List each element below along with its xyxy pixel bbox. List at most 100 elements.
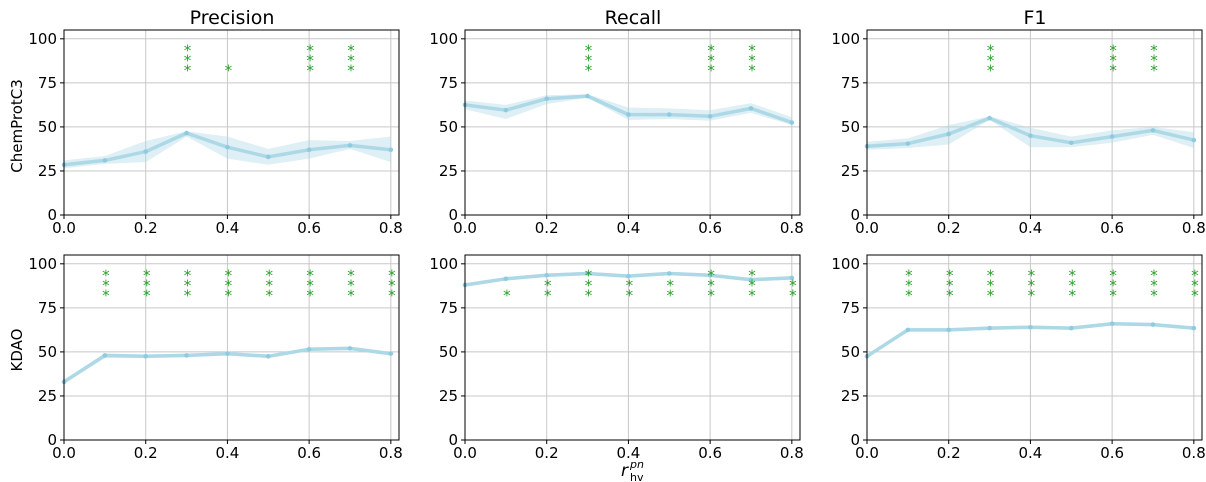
y-tick-label: 0 bbox=[448, 206, 458, 224]
significance-star: * bbox=[306, 52, 314, 70]
significance-star: * bbox=[184, 62, 192, 80]
y-tick-label: 75 bbox=[38, 299, 57, 317]
x-tick-label: 0.8 bbox=[379, 444, 403, 462]
significance-star: * bbox=[544, 277, 552, 295]
significance-star: * bbox=[987, 42, 995, 60]
data-point bbox=[1191, 137, 1197, 143]
y-tick-label: 50 bbox=[38, 343, 57, 361]
data-point bbox=[1191, 325, 1197, 331]
significance-star: * bbox=[143, 287, 151, 305]
data-point bbox=[102, 158, 108, 163]
data-point bbox=[585, 271, 590, 276]
significance-star: * bbox=[707, 267, 715, 285]
data-point bbox=[1068, 140, 1074, 146]
data-point bbox=[748, 277, 754, 282]
y-tick-label: 0 bbox=[850, 206, 860, 224]
significance-star: * bbox=[987, 52, 995, 70]
significance-star: * bbox=[1150, 52, 1158, 70]
significance-star: * bbox=[1191, 287, 1199, 305]
significance-star: * bbox=[347, 287, 355, 305]
y-tick-label: 50 bbox=[439, 343, 458, 361]
row-label-kdao: KDAO bbox=[8, 329, 26, 372]
significance-star: * bbox=[143, 267, 151, 285]
significance-star: * bbox=[905, 287, 913, 305]
y-tick-label: 100 bbox=[28, 30, 57, 48]
significance-star: * bbox=[748, 267, 756, 285]
x-axis-label-main: r bbox=[621, 461, 629, 481]
significance-star: * bbox=[707, 42, 715, 60]
significance-star: * bbox=[626, 277, 634, 295]
data-point bbox=[626, 112, 631, 117]
y-tick-label: 0 bbox=[47, 206, 57, 224]
significance-star: * bbox=[707, 287, 715, 305]
significance-star: * bbox=[585, 42, 593, 60]
significance-star: * bbox=[1109, 52, 1117, 70]
significance-star: * bbox=[1028, 267, 1036, 285]
x-tick-label: 0.0 bbox=[855, 219, 879, 237]
x-tick-label: 0.2 bbox=[535, 444, 559, 462]
y-tick-label: 100 bbox=[429, 255, 458, 273]
y-tick-label: 25 bbox=[439, 387, 458, 405]
y-tick-label: 25 bbox=[841, 162, 860, 180]
significance-star: * bbox=[667, 287, 675, 305]
y-tick-label: 100 bbox=[831, 30, 860, 48]
x-tick-label: 0.4 bbox=[616, 219, 640, 237]
x-tick-label: 0.6 bbox=[297, 219, 321, 237]
data-point bbox=[1068, 325, 1074, 331]
data-point bbox=[666, 271, 672, 276]
data-point bbox=[265, 354, 271, 359]
significance-star: * bbox=[585, 267, 593, 285]
significance-star: * bbox=[225, 62, 233, 80]
panel-kdao-recall: * *****************0.0 0.2 0.4 0.6 0.80255075… bbox=[429, 254, 804, 462]
significance-star: * bbox=[905, 277, 913, 295]
significance-star: * bbox=[347, 42, 355, 60]
x-tick-label: 0.2 bbox=[937, 219, 961, 237]
x-tick-label: 0.4 bbox=[1018, 444, 1042, 462]
significance-star: * bbox=[1069, 287, 1077, 305]
x-tick-label: 0.8 bbox=[1182, 444, 1206, 462]
x-tick-label: 0.4 bbox=[1018, 219, 1042, 237]
significance-star: * bbox=[225, 267, 233, 285]
significance-star: * bbox=[143, 277, 151, 295]
axes-frame bbox=[866, 254, 1203, 441]
significance-star: * bbox=[1191, 277, 1199, 295]
x-tick-label: 0.0 bbox=[52, 219, 76, 237]
y-tick-label: 75 bbox=[439, 299, 458, 317]
axes-frame bbox=[63, 29, 400, 216]
significance-star: * bbox=[184, 277, 192, 295]
data-point bbox=[666, 112, 672, 117]
significance-star: * bbox=[1069, 267, 1077, 285]
significance-star: * bbox=[347, 52, 355, 70]
significance-star: * bbox=[225, 287, 233, 305]
x-tick-label: 0.2 bbox=[937, 444, 961, 462]
data-point bbox=[388, 351, 394, 356]
x-tick-label: 0.0 bbox=[855, 444, 879, 462]
y-tick-label: 50 bbox=[38, 118, 57, 136]
significance-star: * bbox=[585, 287, 593, 305]
x-tick-label: 0.6 bbox=[1100, 444, 1124, 462]
x-tick-label: 0.0 bbox=[453, 219, 477, 237]
significance-star: * bbox=[225, 277, 233, 295]
y-tick-label: 100 bbox=[28, 255, 57, 273]
data-point bbox=[225, 351, 230, 356]
data-point bbox=[102, 353, 108, 358]
significance-star: * bbox=[789, 287, 797, 305]
y-tick-label: 75 bbox=[439, 74, 458, 92]
data-point bbox=[265, 154, 271, 160]
significance-star: * bbox=[102, 277, 110, 295]
data-point bbox=[143, 149, 149, 154]
column-title-precision: Precision bbox=[190, 7, 275, 29]
axes-frame bbox=[866, 29, 1203, 216]
significance-star: * bbox=[266, 267, 274, 285]
data-point bbox=[905, 327, 911, 333]
data-point bbox=[184, 130, 189, 136]
x-tick-label: 0.0 bbox=[453, 444, 477, 462]
significance-star: * bbox=[789, 277, 797, 295]
panel-kdao-precision: ************************0.0 0.2 0.4 0.6 0.80… bbox=[28, 254, 403, 462]
significance-star: * bbox=[748, 62, 756, 80]
significance-star: * bbox=[626, 287, 634, 305]
significance-star: * bbox=[748, 42, 756, 60]
data-point bbox=[1109, 321, 1115, 327]
